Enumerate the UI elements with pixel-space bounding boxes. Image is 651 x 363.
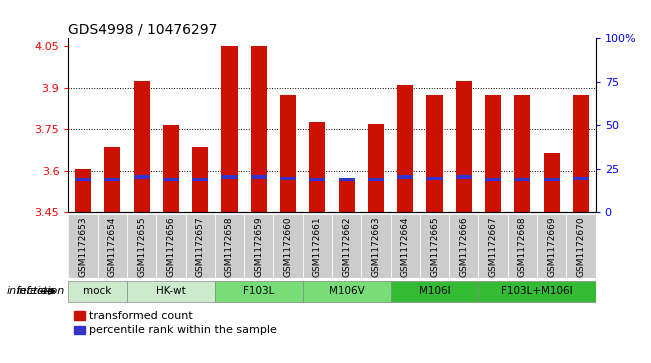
Text: GSM1172663: GSM1172663 — [372, 216, 380, 277]
Bar — [156, 214, 186, 278]
Bar — [449, 214, 478, 278]
Bar — [280, 177, 296, 180]
Text: GSM1172655: GSM1172655 — [137, 216, 146, 277]
Text: GSM1172668: GSM1172668 — [518, 216, 527, 277]
Bar — [397, 175, 413, 179]
Text: GSM1172659: GSM1172659 — [255, 216, 263, 277]
Bar — [485, 178, 501, 182]
Bar — [215, 214, 244, 278]
Bar — [273, 214, 303, 278]
Bar — [573, 177, 589, 180]
Bar — [544, 153, 560, 212]
Bar — [251, 175, 267, 179]
Bar — [514, 178, 531, 182]
Text: GSM1172658: GSM1172658 — [225, 216, 234, 277]
Bar — [391, 214, 420, 278]
Text: percentile rank within the sample: percentile rank within the sample — [89, 325, 277, 335]
Text: GSM1172657: GSM1172657 — [196, 216, 204, 277]
Bar — [133, 175, 150, 179]
Bar — [426, 177, 443, 180]
Bar — [74, 326, 85, 334]
Bar — [508, 214, 537, 278]
Bar — [251, 46, 267, 212]
Bar — [186, 214, 215, 278]
Bar — [244, 214, 273, 278]
Bar — [75, 170, 91, 212]
Bar — [68, 281, 127, 302]
Bar — [478, 214, 508, 278]
Bar — [426, 95, 443, 212]
Bar — [478, 281, 596, 302]
Text: GSM1172662: GSM1172662 — [342, 216, 351, 277]
Bar — [127, 281, 215, 302]
Bar — [573, 95, 589, 212]
Text: GSM1172669: GSM1172669 — [547, 216, 556, 277]
Bar — [74, 311, 85, 319]
Bar — [339, 178, 355, 182]
Bar — [397, 85, 413, 212]
Bar — [566, 214, 596, 278]
Bar — [514, 95, 531, 212]
Text: HK-wt: HK-wt — [156, 286, 186, 296]
Text: GSM1172664: GSM1172664 — [401, 216, 409, 277]
Bar — [537, 214, 566, 278]
Bar — [163, 178, 179, 182]
Bar — [104, 178, 120, 182]
Bar — [368, 178, 384, 182]
Text: GSM1172665: GSM1172665 — [430, 216, 439, 277]
Bar — [104, 147, 120, 212]
Text: GSM1172666: GSM1172666 — [460, 216, 468, 277]
Text: GSM1172667: GSM1172667 — [489, 216, 497, 277]
Bar — [192, 178, 208, 182]
Text: mock: mock — [83, 286, 112, 296]
Bar — [192, 147, 208, 212]
Bar — [221, 175, 238, 179]
Bar — [303, 281, 391, 302]
Bar — [485, 95, 501, 212]
Bar — [127, 214, 156, 278]
Bar — [98, 214, 127, 278]
Bar — [391, 281, 478, 302]
Text: GSM1172653: GSM1172653 — [79, 216, 87, 277]
Text: F103L: F103L — [243, 286, 275, 296]
Bar — [544, 178, 560, 182]
Bar — [420, 214, 449, 278]
Bar — [339, 180, 355, 212]
Bar — [456, 175, 472, 179]
Bar — [75, 178, 91, 182]
Text: M106I: M106I — [419, 286, 450, 296]
Bar — [215, 281, 303, 302]
Text: infection: infection — [7, 286, 55, 296]
Bar — [133, 81, 150, 212]
Text: GSM1172654: GSM1172654 — [108, 216, 117, 277]
Bar — [309, 122, 326, 212]
Text: GDS4998 / 10476297: GDS4998 / 10476297 — [68, 23, 217, 37]
Bar — [309, 178, 326, 182]
Bar — [361, 214, 391, 278]
Bar — [68, 214, 98, 278]
Text: F103L+M106I: F103L+M106I — [501, 286, 573, 296]
Text: transformed count: transformed count — [89, 310, 193, 321]
Text: GSM1172661: GSM1172661 — [313, 216, 322, 277]
Text: GSM1172660: GSM1172660 — [284, 216, 292, 277]
Bar — [280, 95, 296, 212]
Text: infection: infection — [17, 286, 65, 296]
Bar — [368, 124, 384, 212]
Text: GSM1172670: GSM1172670 — [577, 216, 585, 277]
Bar — [456, 81, 472, 212]
Bar — [163, 125, 179, 212]
Text: M106V: M106V — [329, 286, 365, 296]
Bar — [303, 214, 332, 278]
Bar — [332, 214, 361, 278]
Text: GSM1172656: GSM1172656 — [167, 216, 175, 277]
Bar — [221, 46, 238, 212]
